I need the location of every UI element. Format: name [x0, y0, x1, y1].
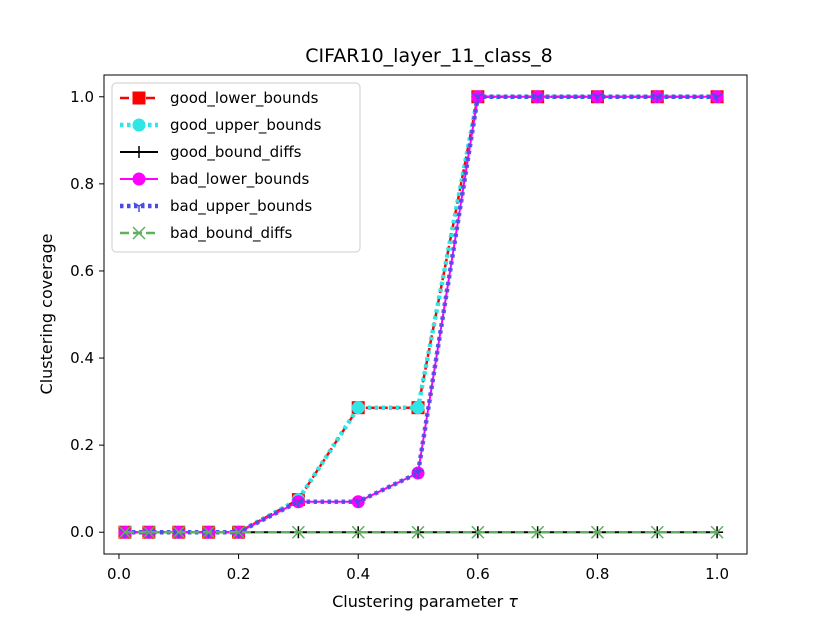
legend-label-bad_bound_diffs: bad_bound_diffs — [170, 224, 292, 243]
x-tick-label-1: 0.2 — [227, 565, 251, 583]
point-bad_upper_bounds-6 — [352, 498, 364, 508]
point-bad_bound_diffs-3-b — [202, 525, 216, 539]
point-bad_upper_bounds-7-c — [417, 469, 424, 474]
point-bad_upper_bounds-10-c — [597, 93, 604, 98]
point-bad_bound_diffs-8-b — [471, 525, 485, 539]
point-bad_upper_bounds-8 — [472, 93, 484, 103]
point-bad_upper_bounds-5-c — [298, 498, 304, 503]
point-bad_bound_diffs-0 — [118, 525, 132, 539]
legend-entry-bad_bound_diffs: bad_bound_diffs — [120, 224, 292, 243]
point-good_upper_bounds-7 — [411, 401, 425, 415]
x-axis-label-symbol: τ — [508, 592, 518, 611]
legend-label-good_bound_diffs: good_bound_diffs — [170, 143, 302, 162]
point-bad_upper_bounds-12-b — [711, 93, 718, 98]
point-bad_upper_bounds-12-c — [716, 93, 723, 98]
point-bad_bound_diffs-2 — [172, 525, 186, 539]
point-bad_upper_bounds-11-c — [656, 93, 663, 98]
point-bad_bound_diffs-1-b — [142, 525, 156, 539]
point-bad_upper_bounds-7 — [412, 469, 424, 480]
point-bad_bound_diffs-5-b — [291, 525, 305, 539]
y-tick-label-3: 0.6 — [70, 262, 94, 280]
point-bad_bound_diffs-10 — [590, 525, 604, 539]
point-bad_upper_bounds-8-c — [477, 93, 484, 98]
legend-marker-bad_bound_diffs-b — [132, 226, 146, 240]
point-bad_upper_bounds-5 — [292, 498, 304, 508]
point-bad_upper_bounds-8-b — [472, 93, 479, 98]
y-tick-label-2: 0.4 — [70, 349, 94, 367]
y-tick-label-1: 0.2 — [70, 436, 94, 454]
point-good_upper_bounds-6 — [351, 401, 365, 415]
point-bad_upper_bounds-12 — [711, 93, 723, 103]
x-tick-label-3: 0.6 — [466, 565, 490, 583]
point-bad_upper_bounds-10 — [591, 93, 604, 103]
point-bad_bound_diffs-10-b — [590, 525, 604, 539]
legend-label-bad_upper_bounds: bad_upper_bounds — [170, 197, 312, 216]
point-bad_upper_bounds-6-c — [357, 498, 364, 503]
series-bad_bound_diffs — [118, 525, 724, 539]
legend: good_lower_bounds good_upper_bounds good_b… — [111, 82, 361, 253]
x-axis: 0.0 0.2 0.4 0.6 0.8 1.0 — [107, 554, 729, 583]
point-bad_bound_diffs-8 — [471, 525, 485, 539]
point-bad_bound_diffs-9-b — [531, 525, 545, 539]
point-bad_bound_diffs-1 — [142, 525, 156, 539]
legend-entry-good_upper_bounds: good_upper_bounds — [120, 116, 322, 135]
legend-label-good_lower_bounds: good_lower_bounds — [170, 89, 319, 108]
x-tick-label-5: 1.0 — [705, 565, 729, 583]
point-bad_upper_bounds-6-b — [352, 498, 359, 503]
point-bad_bound_diffs-7 — [411, 525, 425, 539]
point-bad_upper_bounds-11 — [651, 93, 663, 103]
point-bad_bound_diffs-4 — [232, 525, 246, 539]
legend-marker-good_upper_bounds — [132, 118, 146, 132]
point-bad_upper_bounds-5-b — [292, 498, 299, 503]
y-tick-label-4: 0.8 — [70, 175, 94, 193]
point-bad_bound_diffs-12-b — [710, 525, 724, 539]
legend-entry-bad_lower_bounds: bad_lower_bounds — [120, 170, 309, 189]
point-bad_upper_bounds-9-c — [537, 93, 544, 98]
point-bad_bound_diffs-6 — [351, 525, 365, 539]
y-axis: 0.0 0.2 0.4 0.6 0.8 1.0 — [70, 88, 104, 541]
legend-label-bad_lower_bounds: bad_lower_bounds — [170, 170, 309, 189]
point-bad_bound_diffs-3 — [202, 525, 216, 539]
point-bad_upper_bounds-9-b — [532, 93, 539, 98]
legend-marker-bad_lower_bounds — [132, 172, 146, 186]
axes-frame — [103, 74, 748, 555]
legend-marker-bad_bound_diffs — [132, 226, 146, 240]
legend-marker-bad_upper_bounds-b — [133, 202, 140, 207]
point-bad_bound_diffs-9 — [531, 525, 545, 539]
x-tick-label-0: 0.0 — [107, 565, 131, 583]
point-bad_upper_bounds-10-b — [591, 93, 598, 98]
legend-marker-good_lower_bounds — [132, 91, 146, 105]
x-axis-label-text: Clustering parameter — [332, 592, 504, 611]
y-axis-label: Clustering coverage — [37, 234, 56, 395]
point-bad_bound_diffs-12 — [710, 525, 724, 539]
point-bad_bound_diffs-11-b — [650, 525, 664, 539]
legend-entry-good_bound_diffs: good_bound_diffs — [120, 143, 302, 162]
series-layer — [118, 90, 724, 539]
point-bad_bound_diffs-7-b — [411, 525, 425, 539]
point-bad_upper_bounds-9 — [532, 93, 544, 103]
y-tick-label-5: 1.0 — [70, 88, 94, 106]
legend-entry-bad_upper_bounds: bad_upper_bounds — [120, 197, 312, 216]
x-axis-label: Clustering parameter τ — [332, 592, 518, 611]
legend-label-good_upper_bounds: good_upper_bounds — [170, 116, 322, 135]
point-bad_upper_bounds-11-b — [651, 93, 658, 98]
y-tick-label-0: 0.0 — [70, 523, 94, 541]
point-bad_bound_diffs-0-b — [118, 525, 132, 539]
x-tick-label-2: 0.4 — [346, 565, 370, 583]
legend-marker-bad_upper_bounds — [133, 202, 145, 212]
legend-entry-good_lower_bounds: good_lower_bounds — [120, 89, 319, 108]
point-bad_bound_diffs-2-b — [172, 525, 186, 539]
plot-area — [103, 74, 748, 555]
legend-frame — [111, 82, 361, 253]
point-bad_bound_diffs-6-b — [351, 525, 365, 539]
point-bad_bound_diffs-4-b — [232, 525, 246, 539]
legend-marker-bad_upper_bounds-c — [138, 202, 145, 207]
point-bad_upper_bounds-7-b — [412, 469, 419, 474]
legend-marker-good_bound_diffs — [133, 146, 145, 158]
point-bad_bound_diffs-11 — [650, 525, 664, 539]
point-bad_bound_diffs-5 — [291, 525, 305, 539]
x-tick-label-4: 0.8 — [586, 565, 610, 583]
chart-title: CIFAR10_layer_11_class_8 — [305, 45, 553, 67]
